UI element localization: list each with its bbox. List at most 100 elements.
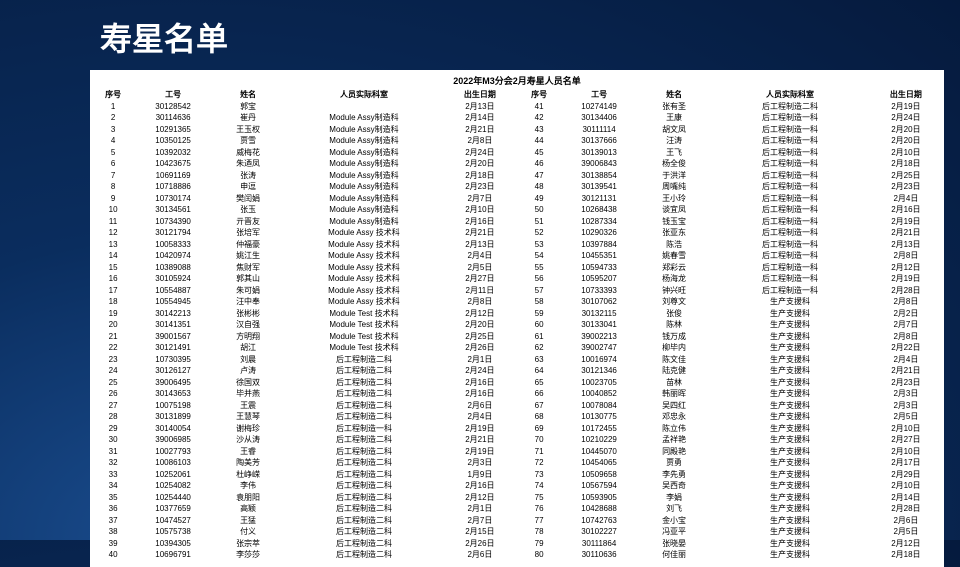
table-cell: 亓晋友 — [214, 216, 282, 228]
table-row: 1030134561张玉Module Assy制造科2月10日 — [94, 205, 514, 217]
table-cell: 70 — [520, 435, 558, 447]
table-cell: 35 — [94, 492, 132, 504]
table-cell: 2月14日 — [446, 113, 514, 125]
table-cell: 24 — [94, 366, 132, 378]
table-cell: 生产支援科 — [708, 515, 872, 527]
column-header: 序号 — [520, 88, 558, 101]
table-row: 7110445070同殿艳生产支援科2月10日 — [520, 446, 940, 458]
table-cell: 姚春雪 — [640, 251, 708, 263]
table-cell: 生产支援科 — [708, 504, 872, 516]
table-cell: 王康 — [640, 113, 708, 125]
table-cell: 后工程制造一科 — [708, 239, 872, 251]
table-cell: 10 — [94, 205, 132, 217]
table-cell: 67 — [520, 400, 558, 412]
table-cell: 王玉权 — [214, 124, 282, 136]
table-row: 6710078084吴四红生产支援科2月3日 — [520, 400, 940, 412]
table-row: 7410567594吴西奇生产支援科2月10日 — [520, 481, 940, 493]
table-cell: 2月12日 — [446, 308, 514, 320]
table-cell: 2月28日 — [872, 504, 940, 516]
table-cell: 仲福豪 — [214, 239, 282, 251]
table-cell: 50 — [520, 205, 558, 217]
table-cell: 30141351 — [132, 320, 214, 332]
table-cell: 56 — [520, 274, 558, 286]
table-row: 4830139541周嘴纯后工程制造一科2月23日 — [520, 182, 940, 194]
table-cell: 王飞 — [640, 147, 708, 159]
table-row: 6610040852韩丽晖生产支援科2月3日 — [520, 389, 940, 401]
table-cell: 10420974 — [132, 251, 214, 263]
table-cell: 10252061 — [132, 469, 214, 481]
table-cell: 金小宝 — [640, 515, 708, 527]
table-cell: 73 — [520, 469, 558, 481]
table-row: 4930121131王小玲后工程制造一科2月4日 — [520, 193, 940, 205]
table-cell: 袁朋阳 — [214, 492, 282, 504]
table-cell: 徐国双 — [214, 377, 282, 389]
table-cell: 10691169 — [132, 170, 214, 182]
table-row: 4110274149张有圣后工程制造二科2月19日 — [520, 101, 940, 113]
table-cell: 后工程制造二科 — [282, 458, 446, 470]
table-cell: 钱玉宝 — [640, 216, 708, 228]
table-cell: 10554945 — [132, 297, 214, 309]
table-row: 6239002747柳毕内生产支援科2月22日 — [520, 343, 940, 355]
table-cell: 10040852 — [558, 389, 640, 401]
table-row: 7010210229孟祥艳生产支援科2月27日 — [520, 435, 940, 447]
table-cell: 30121794 — [132, 228, 214, 240]
table-cell: 77 — [520, 515, 558, 527]
table-cell: 刘尊文 — [640, 297, 708, 309]
table-row: 8030110636何佳丽生产支援科2月18日 — [520, 550, 940, 562]
table-row: 1230121794张培军Module Assy 技术科2月21日 — [94, 228, 514, 240]
table-cell: 后工程制造二科 — [282, 389, 446, 401]
table-row: 1310058333仲福豪Module Assy 技术科2月13日 — [94, 239, 514, 251]
table-cell: 2月16日 — [446, 377, 514, 389]
table-row: 7210454065贾勇生产支援科2月17日 — [520, 458, 940, 470]
table-cell: 29 — [94, 423, 132, 435]
table-cell: 2月19日 — [446, 446, 514, 458]
table-row: 230114636崔丹Module Assy制造科2月14日 — [94, 113, 514, 125]
table-row: 2539006495徐国双后工程制造二科2月16日 — [94, 377, 514, 389]
column-header: 姓名 — [214, 88, 282, 101]
table-row: 4010696791李莎莎后工程制造二科2月6日 — [94, 550, 514, 562]
table-cell: 10397884 — [558, 239, 640, 251]
table-row: 3810575738付义后工程制造二科2月15日 — [94, 527, 514, 539]
table-cell: 陈浩 — [640, 239, 708, 251]
table-row: 2430126127卢涛后工程制造二科2月24日 — [94, 366, 514, 378]
table-cell: 42 — [520, 113, 558, 125]
table-cell: 2月12日 — [446, 492, 514, 504]
column-header: 人员实际科室 — [708, 88, 872, 101]
table-row: 3210086103陶美芳后工程制造二科2月3日 — [94, 458, 514, 470]
table-cell: 1月9日 — [446, 469, 514, 481]
table-cell: 2月3日 — [872, 400, 940, 412]
table-row: 5710733393钟兴旺后工程制造一科2月28日 — [520, 285, 940, 297]
table-cell: 申逗 — [214, 182, 282, 194]
table-cell: 10474527 — [132, 515, 214, 527]
table-row: 3510254440袁朋阳后工程制造二科2月12日 — [94, 492, 514, 504]
table-cell: 2月6日 — [446, 400, 514, 412]
table-row: 5930132115张俊生产支援科2月2日 — [520, 308, 940, 320]
table-cell: 2月4日 — [446, 412, 514, 424]
table-cell: 44 — [520, 136, 558, 148]
table-cell: 张有圣 — [640, 101, 708, 113]
table-cell: 生产支援科 — [708, 366, 872, 378]
table-cell: 48 — [520, 182, 558, 194]
table-cell: 2月26日 — [446, 343, 514, 355]
table-row: 4530139013王飞后工程制造一科2月10日 — [520, 147, 940, 159]
table-cell: 焦财军 — [214, 262, 282, 274]
column-header: 工号 — [132, 88, 214, 101]
table-cell: 30139013 — [558, 147, 640, 159]
table-cell: 陈林 — [640, 320, 708, 332]
table-cell: 10291365 — [132, 124, 214, 136]
table-cell: 2月7日 — [446, 193, 514, 205]
table-cell: 19 — [94, 308, 132, 320]
table-cell: 后工程制造二科 — [282, 492, 446, 504]
table-cell: 生产支援科 — [708, 377, 872, 389]
table-row: 2230121491胡江Module Test 技术科2月26日 — [94, 343, 514, 355]
table-cell: 33 — [94, 469, 132, 481]
table-cell: 3 — [94, 124, 132, 136]
table-cell: 后工程制造二科 — [282, 527, 446, 539]
table-cell: 2月10日 — [446, 205, 514, 217]
table-cell: 14 — [94, 251, 132, 263]
table-cell: Module Test 技术科 — [282, 308, 446, 320]
table-cell: 10567594 — [558, 481, 640, 493]
table-row: 6139002213钱万成生产支援科2月8日 — [520, 331, 940, 343]
table-cell: 孟祥艳 — [640, 435, 708, 447]
table-cell: 2月8日 — [872, 331, 940, 343]
